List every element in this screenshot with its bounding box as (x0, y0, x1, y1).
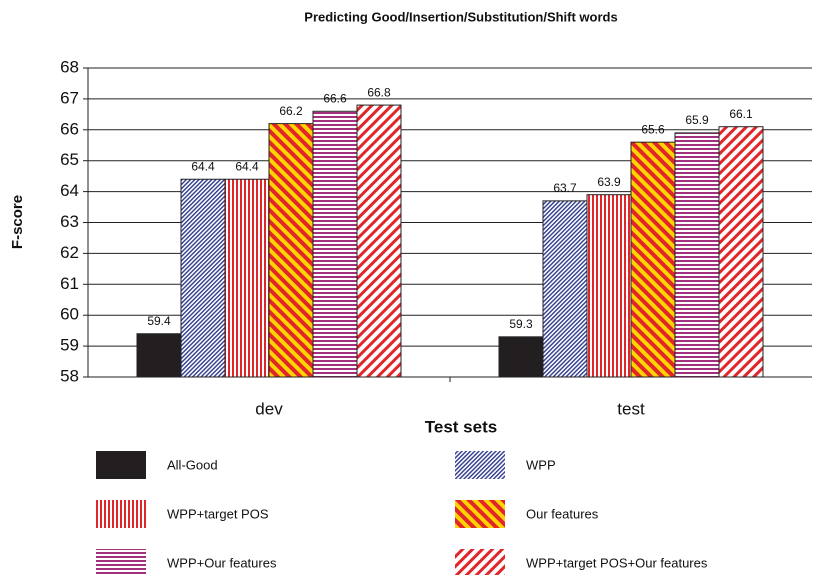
chart-title: Predicting Good/Insertion/Substitution/S… (304, 9, 617, 24)
legend-swatch (96, 500, 146, 528)
value-label: 64.4 (235, 159, 259, 173)
bar (498, 336, 544, 378)
value-label: 66.2 (279, 104, 303, 118)
value-label: 63.9 (597, 175, 621, 189)
legend-swatch (96, 549, 146, 575)
legend-label: Our features (526, 506, 599, 521)
value-label: 64.4 (191, 159, 215, 173)
bar (224, 178, 270, 378)
legend-label: WPP (526, 457, 556, 472)
bar (180, 178, 226, 378)
bar (542, 200, 588, 378)
y-tick-label: 61 (60, 274, 79, 293)
y-tick-label: 58 (60, 366, 79, 385)
legend-label: WPP+target POS (167, 506, 269, 521)
bar (630, 141, 676, 378)
bar (268, 123, 314, 378)
value-label: 59.4 (147, 314, 171, 328)
bar (312, 110, 358, 378)
y-axis-label: F-score (9, 195, 26, 249)
value-label: 66.6 (323, 91, 347, 105)
bar (718, 126, 764, 378)
y-tick-label: 64 (60, 181, 79, 200)
legend-swatch (455, 451, 505, 479)
y-tick-label: 63 (60, 212, 79, 231)
x-axis-label: Test sets (425, 417, 497, 436)
bar (356, 104, 402, 378)
legend-label: All-Good (167, 457, 218, 472)
bar (674, 132, 720, 378)
bar (136, 333, 182, 378)
y-tick-label: 66 (60, 119, 79, 138)
value-label: 59.3 (509, 317, 533, 331)
legend-swatch (96, 451, 146, 479)
y-tick-label: 65 (60, 150, 79, 169)
y-tick-label: 62 (60, 243, 79, 262)
x-tick-label: dev (255, 399, 283, 418)
legend-swatch (455, 500, 505, 528)
y-tick-label: 59 (60, 336, 79, 355)
x-tick-label: test (617, 399, 645, 418)
y-tick-label: 68 (60, 57, 79, 76)
y-tick-label: 60 (60, 305, 79, 324)
value-label: 63.7 (553, 181, 577, 195)
legend-label: WPP+target POS+Our features (526, 555, 708, 570)
value-label: 65.6 (641, 122, 665, 136)
bar (586, 194, 632, 378)
legend-label: WPP+Our features (167, 555, 277, 570)
legend-swatch (455, 549, 505, 575)
value-label: 65.9 (685, 113, 709, 127)
value-label: 66.1 (729, 107, 753, 121)
y-tick-label: 67 (60, 88, 79, 107)
value-label: 66.8 (367, 85, 391, 99)
